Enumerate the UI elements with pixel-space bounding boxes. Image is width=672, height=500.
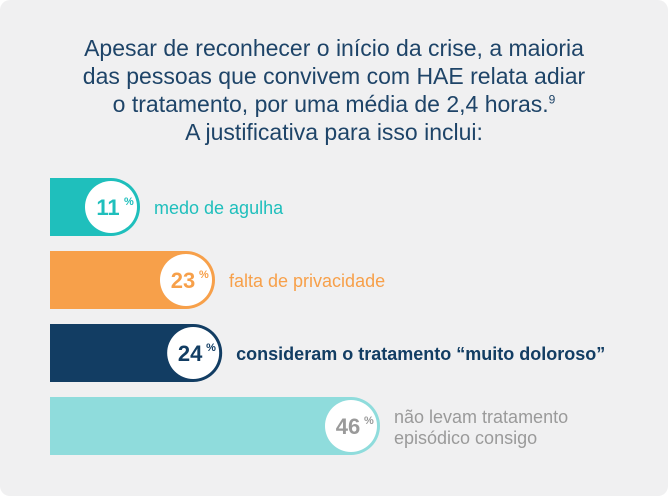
headline-line-2: das pessoas que convivem com HAE relata … [82,63,586,89]
headline-line-3: o tratamento, por uma média de 2,4 horas… [0,90,668,118]
headline-line-1: Apesar de reconhecer o início da crise, … [84,35,584,61]
category-label-line: medo de agulha [154,198,284,218]
data-label: 23 [171,268,195,293]
category-label: consideram o tratamento “muito doloroso” [236,344,605,364]
category-label-line: episódico consigo [394,428,537,448]
category-label-line: falta de privacidade [229,271,385,291]
category-label: falta de privacidade [229,271,385,291]
data-label: 11 [96,195,119,220]
bar-group: 23% falta de privacidade [50,251,385,309]
headline-line-4: A justificativa para isso inclui: [185,119,483,145]
bar [50,397,380,455]
value-badge [325,400,377,452]
headline: Apesar de reconhecer o início da crise, … [0,34,668,146]
bar-group: 24% consideram o tratamento “muito doloro… [50,324,605,382]
category-label: medo de agulha [154,198,284,218]
footnote-marker: 9 [548,92,556,107]
value-badge [167,327,220,379]
category-label: não levam tratamento episódico consigo [394,407,568,448]
unit-label: % [199,269,209,281]
data-label: 24 [178,341,203,366]
bar-group: 11% medo de agulha [50,178,284,236]
headline-line-3-text: o tratamento, por uma média de 2,4 horas… [112,91,549,117]
data-label: 46 [336,414,360,439]
category-label-line: não levam tratamento [394,407,568,427]
value-badge [160,254,212,306]
value-badge [85,181,137,233]
unit-label: % [364,415,374,427]
bar-group: 46% não levam tratamento episódico consigo [50,397,568,455]
unit-label: % [124,196,134,208]
category-label-line: consideram o tratamento “muito doloroso” [236,344,605,364]
unit-label: % [206,342,216,354]
